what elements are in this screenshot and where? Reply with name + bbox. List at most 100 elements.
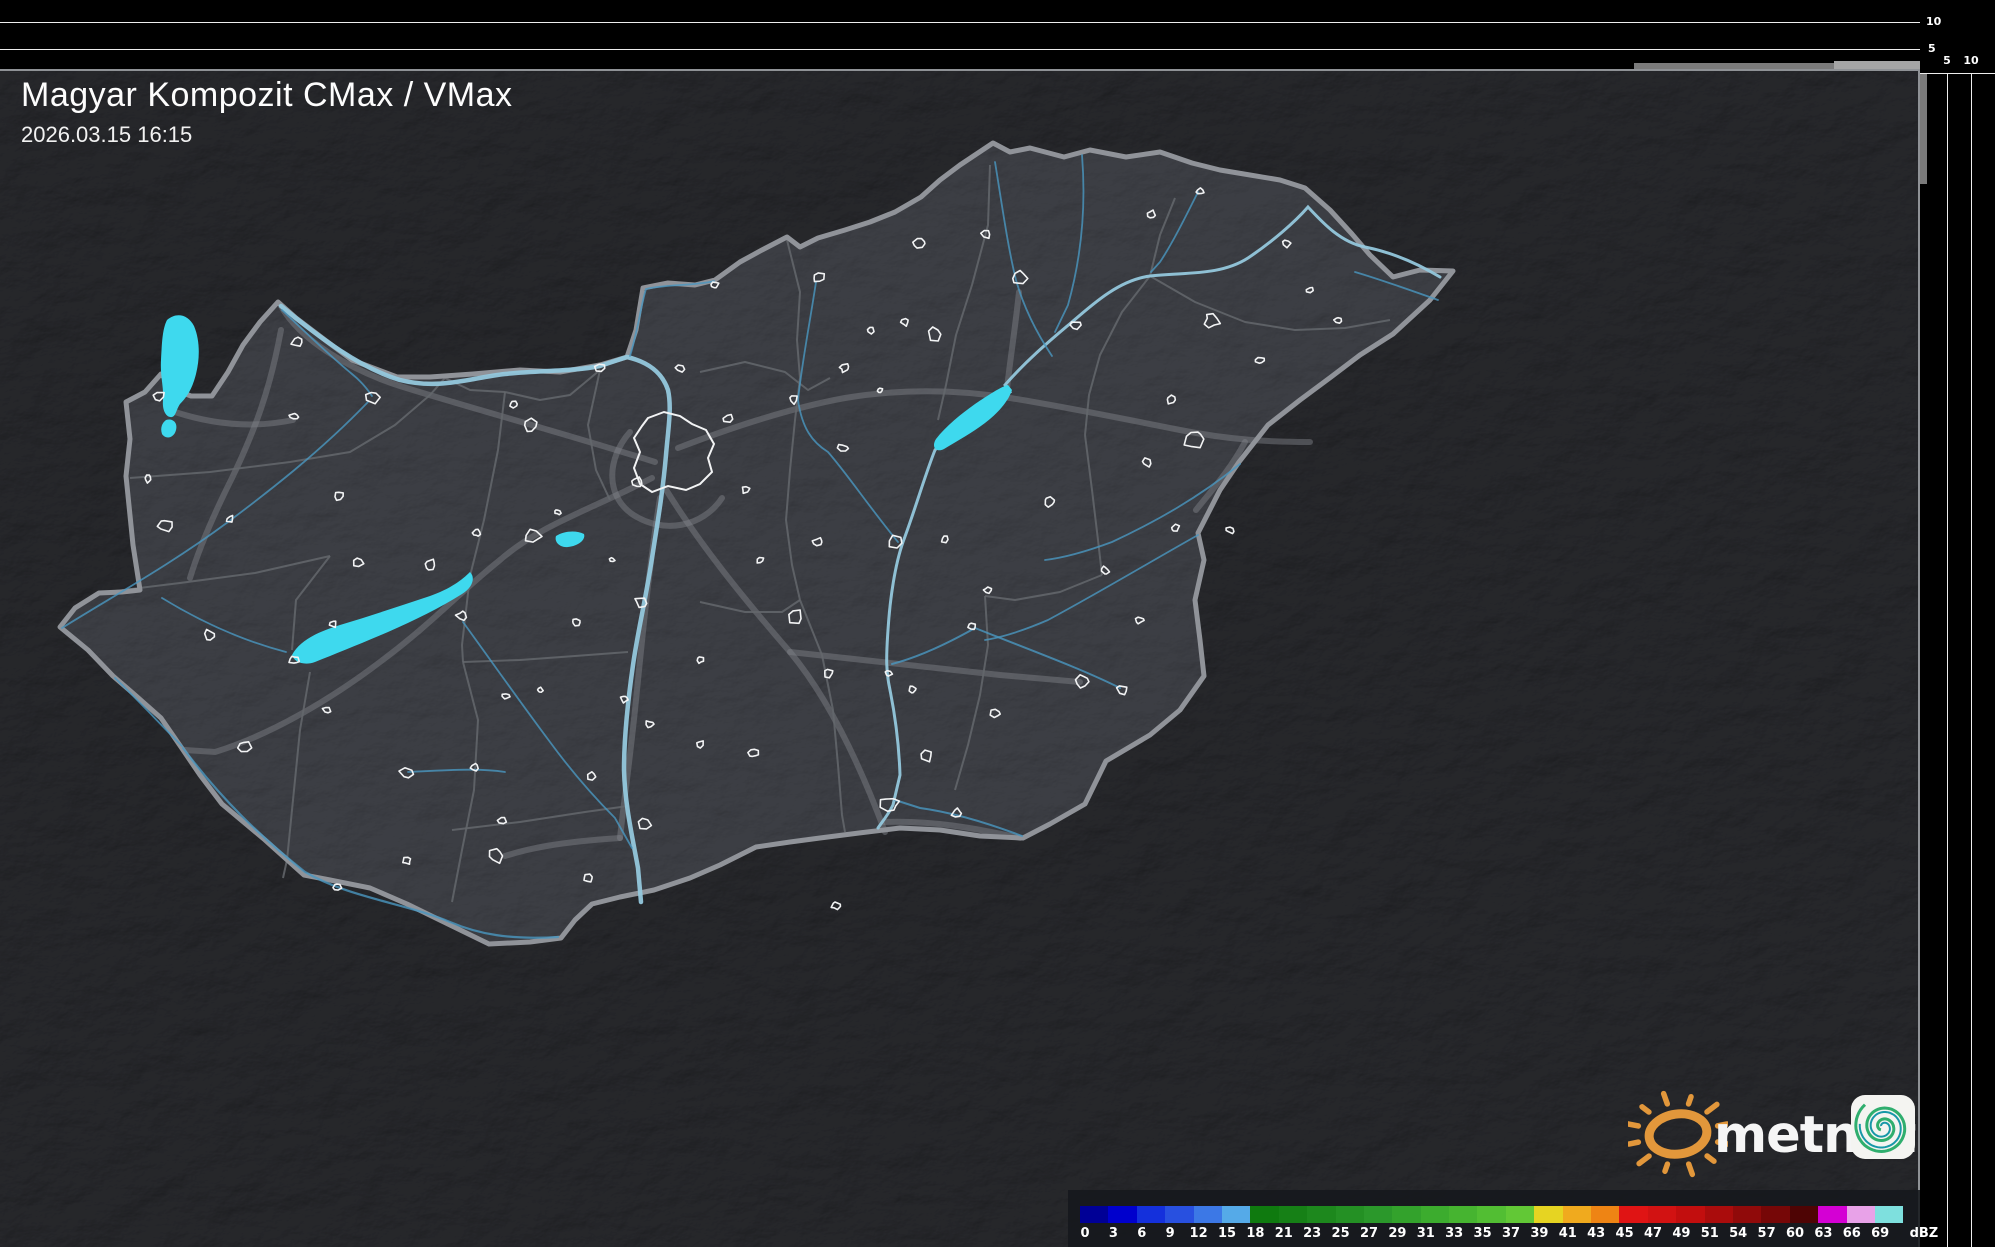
city-outline (637, 817, 653, 830)
sun-ray (1636, 1153, 1652, 1167)
river-mura (114, 677, 183, 747)
county-border (129, 377, 446, 479)
colorbar-segment (1108, 1206, 1137, 1223)
city-outline (203, 628, 216, 641)
city-outline (290, 336, 303, 347)
city-outline (980, 229, 991, 240)
colorbar-segment (1221, 1206, 1251, 1223)
city-outline (908, 685, 917, 694)
colorbar-tick-label: 12 (1189, 1226, 1208, 1241)
city-outline (879, 797, 901, 812)
city-outline (496, 816, 508, 825)
colorbar-tick-label: 9 (1165, 1226, 1175, 1241)
colorbar-segment (1449, 1206, 1478, 1223)
city-outline (899, 317, 909, 327)
colorbar-tick-label: 63 (1814, 1226, 1833, 1241)
county-border (1149, 275, 1391, 331)
timestamp: 2026.03.15 16:15 (21, 122, 193, 147)
colorbar-segment (1307, 1206, 1336, 1223)
river-harmas-koros (891, 626, 1121, 689)
colorbar-segment (1874, 1206, 1904, 1223)
city-outline (741, 485, 751, 495)
river-ipoly (629, 280, 715, 357)
city-outline (1069, 321, 1082, 331)
county-border (699, 361, 831, 391)
colorbar-tick-label: 69 (1871, 1226, 1890, 1241)
city-outline (912, 237, 926, 249)
colorbar-segment (1080, 1206, 1109, 1223)
sun-ray (1704, 1153, 1717, 1164)
colorbar-tick-label: 23 (1303, 1226, 1322, 1241)
colorbar-segment (1278, 1206, 1308, 1223)
river-zala (161, 597, 287, 653)
map-right-border (1918, 69, 1920, 1247)
city-outline (471, 528, 482, 537)
county-border (451, 661, 479, 903)
lake-tisza-lake (933, 385, 1012, 451)
city-outline (1183, 431, 1205, 449)
county-border (504, 369, 601, 401)
metnet-app-icon (1851, 1095, 1915, 1159)
colorbar-segment (1704, 1206, 1733, 1223)
colorbar-tick-label: 51 (1700, 1226, 1719, 1241)
city-outlines (144, 187, 1343, 911)
colorbar-tick-label: 57 (1757, 1226, 1776, 1241)
county-border (461, 391, 506, 663)
river-kapos (407, 768, 506, 773)
title-block: Magyar Kompozit CMax / VMax 2026.03.15 1… (21, 76, 513, 148)
rivers (61, 154, 1442, 939)
city-outline (1074, 674, 1090, 689)
right-graph-panel (1920, 0, 1995, 1247)
city-outline (619, 695, 629, 704)
colorbar-tick-label: 18 (1246, 1226, 1265, 1241)
sun-ray (1704, 1101, 1720, 1115)
colorbar-tick-label: 29 (1388, 1226, 1407, 1241)
city-outline (836, 443, 850, 452)
colorbar-tick-label: 3 (1108, 1226, 1118, 1241)
motorway (502, 835, 623, 859)
river-tisza (876, 204, 1442, 830)
city-outline (454, 610, 468, 622)
county-border (1084, 275, 1151, 436)
sun-ray (1685, 1094, 1694, 1107)
top-graph-panel (0, 0, 1920, 70)
city-outline (1305, 286, 1314, 294)
colorbar-tick-label: 54 (1729, 1226, 1748, 1241)
city-outline (674, 364, 686, 373)
river-sio (462, 621, 633, 849)
colorbar-segment (1335, 1206, 1364, 1223)
city-outline (788, 609, 802, 625)
city-outline (554, 509, 562, 516)
river-szamos (1354, 271, 1439, 301)
city-outline (152, 391, 165, 402)
city-outline (838, 363, 850, 374)
colorbar-tick-label: 39 (1530, 1226, 1549, 1241)
city-outline (156, 519, 173, 533)
colorbar-segment (1534, 1206, 1563, 1223)
right-graph-axis (1920, 73, 1995, 74)
city-outline (696, 740, 704, 749)
city-outline (572, 618, 581, 627)
colorbar-segment (1732, 1206, 1762, 1223)
river-maros (894, 799, 1023, 837)
horizontal-range-indicator-highlight (1834, 61, 1920, 69)
dbz-colorbar: 0 3 6 9 12 15 18 21 23 25 27 29 31 33 35 37 39 41 43 45 47 49… (1068, 1190, 1938, 1247)
county-border (786, 239, 801, 379)
county-border (937, 164, 991, 421)
river-hernad (1054, 154, 1085, 333)
top-gridline-5 (0, 49, 1920, 50)
city-outline (402, 856, 412, 865)
city-outline (950, 807, 963, 818)
budapest-outline (632, 410, 716, 494)
radar-map (0, 70, 1920, 1247)
city-outline (364, 391, 381, 405)
river-bodrog (1150, 191, 1199, 273)
sun-ray (1714, 1121, 1728, 1129)
city-outline (1333, 316, 1343, 324)
lakes (160, 315, 1012, 664)
city-outline (1141, 457, 1152, 468)
motorway-lines (172, 289, 1313, 859)
city-outline (1134, 616, 1145, 625)
colorbar-tick-label: 33 (1445, 1226, 1464, 1241)
